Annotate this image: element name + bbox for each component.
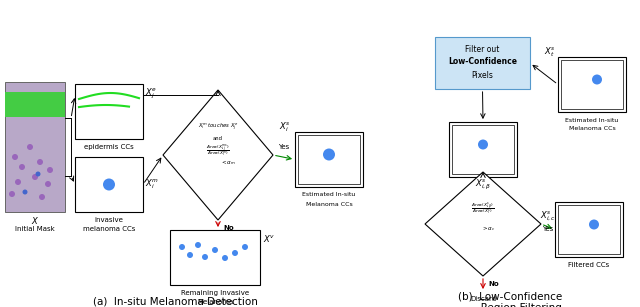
Text: Filter out: Filter out [465, 45, 500, 55]
Text: Melanoma CCs: Melanoma CCs [568, 126, 616, 131]
Circle shape [47, 167, 53, 173]
Text: $X_{i,\beta}^s$: $X_{i,\beta}^s$ [475, 178, 491, 192]
Text: Melanoma CCs: Melanoma CCs [306, 201, 353, 207]
Text: $X_j^e$: $X_j^e$ [145, 87, 157, 101]
Bar [449, 122, 517, 177]
Text: Yes: Yes [542, 226, 554, 232]
Circle shape [9, 191, 15, 197]
Text: Estimated In-situ: Estimated In-situ [565, 118, 619, 122]
Bar [75, 84, 143, 139]
Bar [75, 157, 143, 212]
Polygon shape [163, 90, 273, 220]
Text: $X_i^m$ touches $X_j^e$: $X_i^m$ touches $X_j^e$ [198, 122, 238, 133]
Text: Yes: Yes [278, 144, 290, 150]
Circle shape [22, 189, 28, 195]
Circle shape [589, 220, 599, 230]
Text: invasive: invasive [95, 217, 124, 223]
Circle shape [19, 164, 25, 170]
Circle shape [478, 139, 488, 150]
Text: Discard: Discard [470, 296, 496, 302]
Text: $X_i^m$: $X_i^m$ [145, 178, 159, 191]
Bar [561, 60, 623, 109]
Text: No: No [488, 281, 499, 287]
Polygon shape [425, 172, 541, 276]
Circle shape [27, 144, 33, 150]
Text: Initial Mask: Initial Mask [15, 226, 55, 232]
Bar [558, 57, 626, 112]
Text: Pixels: Pixels [472, 72, 493, 80]
Text: $X_t^s$: $X_t^s$ [544, 45, 556, 59]
Bar [170, 230, 260, 285]
Bar [555, 202, 623, 257]
Text: $> \alpha_c$: $> \alpha_c$ [481, 224, 495, 233]
Text: Melanoma: Melanoma [197, 299, 233, 305]
Circle shape [39, 194, 45, 200]
Circle shape [103, 178, 115, 191]
Text: Low-Confidence: Low-Confidence [448, 56, 517, 65]
Circle shape [592, 75, 602, 84]
Circle shape [222, 255, 228, 261]
Text: Remaining Invasive: Remaining Invasive [181, 290, 249, 296]
Circle shape [15, 179, 21, 185]
Circle shape [12, 154, 18, 160]
Circle shape [242, 244, 248, 250]
Circle shape [45, 181, 51, 187]
Text: $X_{i,c}^s$: $X_{i,c}^s$ [540, 209, 556, 223]
Bar [5, 92, 65, 117]
Text: (b)  Low-Confidence
       Region Filtering: (b) Low-Confidence Region Filtering [458, 291, 562, 307]
Bar [298, 135, 360, 184]
Circle shape [37, 159, 43, 165]
Bar [452, 125, 514, 174]
Text: and: and [213, 137, 223, 142]
Bar [435, 37, 530, 89]
Circle shape [323, 149, 335, 161]
Circle shape [202, 254, 208, 260]
Text: $\frac{Area(X_{i,j}^{ms})}{Area(X_i^m)}$: $\frac{Area(X_{i,j}^{ms})}{Area(X_i^m)}$ [206, 143, 230, 159]
Circle shape [179, 244, 185, 250]
Circle shape [212, 247, 218, 253]
Circle shape [232, 250, 238, 256]
Bar [558, 205, 620, 254]
Text: Estimated In-situ: Estimated In-situ [302, 192, 356, 197]
Text: No: No [223, 225, 234, 231]
Text: melanoma CCs: melanoma CCs [83, 226, 135, 232]
Text: $X^v$: $X^v$ [263, 232, 275, 243]
Text: $\frac{Area(X_{i,\beta}^s)}{Area(X_i^s)}$: $\frac{Area(X_{i,\beta}^s)}{Area(X_i^s)}… [471, 201, 495, 217]
Bar [295, 132, 363, 187]
Text: Filtered CCs: Filtered CCs [568, 262, 610, 268]
Circle shape [35, 172, 40, 177]
Text: epidermis CCs: epidermis CCs [84, 144, 134, 150]
Bar [5, 82, 65, 212]
Circle shape [187, 252, 193, 258]
Circle shape [32, 174, 38, 180]
Circle shape [195, 242, 201, 248]
Text: (a)  In-situ Melanoma Detection: (a) In-situ Melanoma Detection [93, 297, 257, 307]
Text: $X$: $X$ [31, 215, 39, 226]
Text: $< \alpha_m$: $< \alpha_m$ [220, 158, 236, 167]
Text: $X_i^s$: $X_i^s$ [279, 120, 291, 134]
